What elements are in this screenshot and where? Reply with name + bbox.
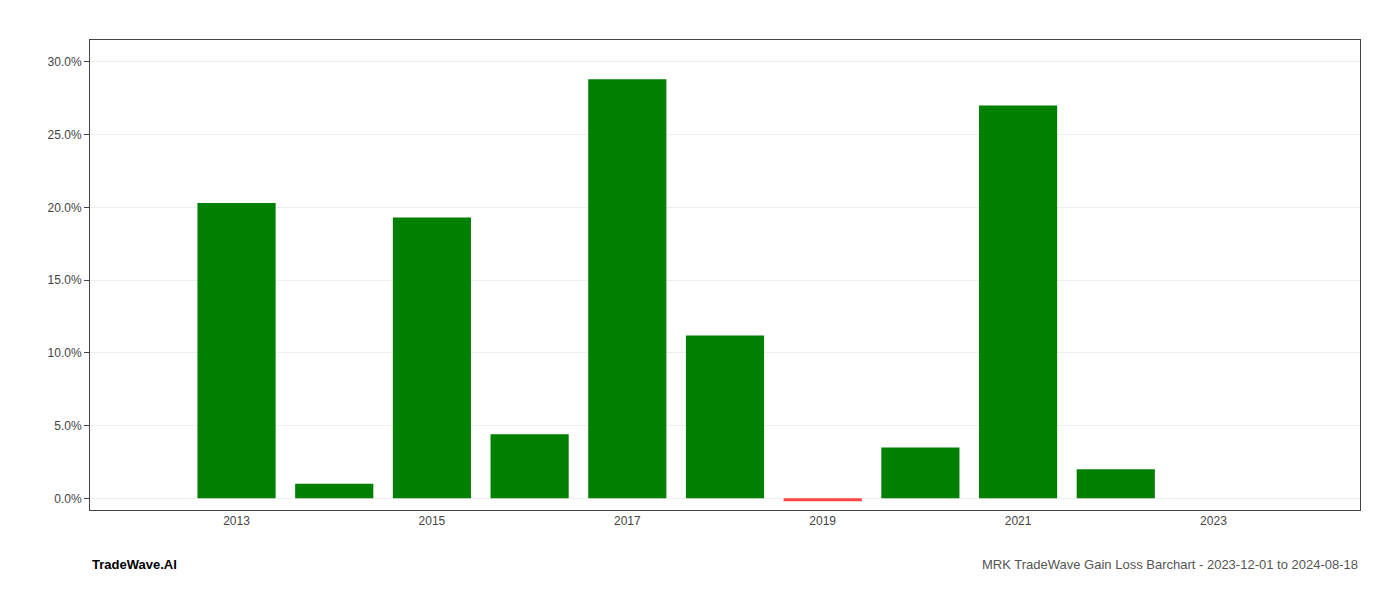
svg-text:15.0%: 15.0% — [48, 273, 82, 287]
svg-text:25.0%: 25.0% — [48, 128, 82, 142]
svg-text:20.0%: 20.0% — [48, 201, 82, 215]
svg-text:2023: 2023 — [1200, 514, 1227, 528]
svg-text:0.0%: 0.0% — [54, 492, 82, 506]
svg-text:TradeWave.AI: TradeWave.AI — [92, 557, 177, 572]
svg-text:2015: 2015 — [419, 514, 446, 528]
svg-text:2013: 2013 — [223, 514, 250, 528]
svg-text:5.0%: 5.0% — [54, 419, 82, 433]
svg-text:2019: 2019 — [809, 514, 836, 528]
svg-text:10.0%: 10.0% — [48, 346, 82, 360]
svg-text:30.0%: 30.0% — [48, 55, 82, 69]
svg-text:2017: 2017 — [614, 514, 641, 528]
svg-text:MRK TradeWave Gain Loss Barcha: MRK TradeWave Gain Loss Barchart - 2023-… — [982, 557, 1358, 572]
svg-text:2021: 2021 — [1005, 514, 1032, 528]
